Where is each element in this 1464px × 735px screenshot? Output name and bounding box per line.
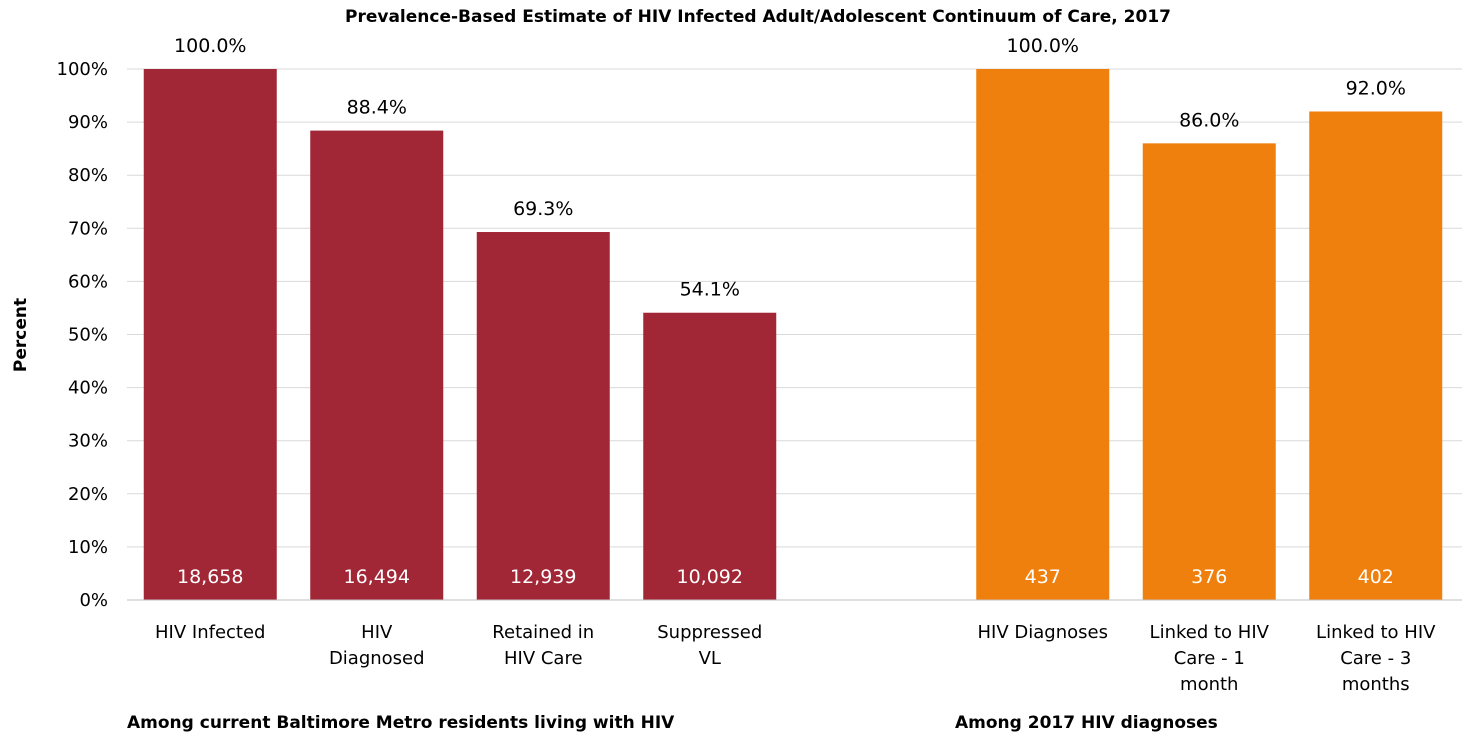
bar-value-label: 69.3%	[513, 198, 573, 220]
bar	[143, 69, 277, 600]
y-tick-label: 10%	[68, 537, 108, 558]
bar-value-label: 92.0%	[1346, 77, 1406, 99]
x-category-label: Care - 1	[1174, 648, 1245, 669]
y-tick-label: 60%	[68, 271, 108, 292]
y-tick-label: 80%	[68, 165, 108, 186]
x-category-label: HIV	[361, 622, 393, 643]
group-label-2017-diagnoses: Among 2017 HIV diagnoses	[955, 713, 1218, 733]
x-category-label: Linked to HIV	[1150, 622, 1270, 643]
bar-count-label: 16,494	[344, 566, 410, 588]
x-category-label: Retained in	[492, 622, 594, 643]
bar-value-label: 88.4%	[347, 97, 407, 119]
x-category-label: HIV Infected	[155, 622, 265, 643]
y-axis-ticks: 0% 10% 20% 30% 40% 50% 60% 70% 80% 90% 100%	[57, 59, 108, 611]
y-tick-label: 0%	[79, 590, 108, 611]
y-tick-label: 100%	[57, 59, 108, 80]
x-category-label: Diagnosed	[329, 648, 425, 669]
bar-count-label: 10,092	[677, 566, 743, 588]
y-tick-label: 40%	[68, 378, 108, 399]
x-category-label: Linked to HIV	[1316, 622, 1436, 643]
y-tick-label: 70%	[68, 218, 108, 239]
bar-count-label: 402	[1358, 566, 1394, 588]
y-tick-label: 50%	[68, 325, 108, 346]
x-category-label: Care - 3	[1340, 648, 1411, 669]
bar-value-label: 86.0%	[1179, 109, 1239, 131]
bar	[1142, 143, 1276, 600]
x-category-label: HIV Diagnoses	[978, 622, 1108, 643]
bar	[1309, 111, 1443, 600]
bars: 100.0% 18,658 HIV Infected 88.4% 16,494 HIV Di…	[143, 35, 1443, 695]
y-axis-label: Percent	[11, 298, 31, 372]
bar-value-label: 100.0%	[174, 35, 246, 57]
bar	[310, 130, 444, 600]
y-tick-label: 20%	[68, 484, 108, 505]
bar	[976, 69, 1110, 600]
bar-count-label: 376	[1191, 566, 1227, 588]
bar-count-label: 18,658	[177, 566, 243, 588]
bar-count-label: 437	[1025, 566, 1061, 588]
bar-value-label: 54.1%	[680, 279, 740, 301]
x-category-label: HIV Care	[504, 648, 583, 669]
group-label-baltimore: Among current Baltimore Metro residents …	[127, 713, 675, 733]
x-category-label: month	[1180, 674, 1238, 695]
bar-value-label: 100.0%	[1007, 35, 1079, 57]
chart-title: Prevalence-Based Estimate of HIV Infecte…	[345, 7, 1171, 27]
x-category-label: months	[1342, 674, 1410, 695]
bar	[476, 232, 610, 600]
y-tick-label: 30%	[68, 431, 108, 452]
x-category-label: VL	[699, 648, 721, 669]
bar	[643, 312, 777, 600]
y-tick-label: 90%	[68, 112, 108, 133]
bar-count-label: 12,939	[510, 566, 576, 588]
x-category-label: Suppressed	[657, 622, 762, 643]
